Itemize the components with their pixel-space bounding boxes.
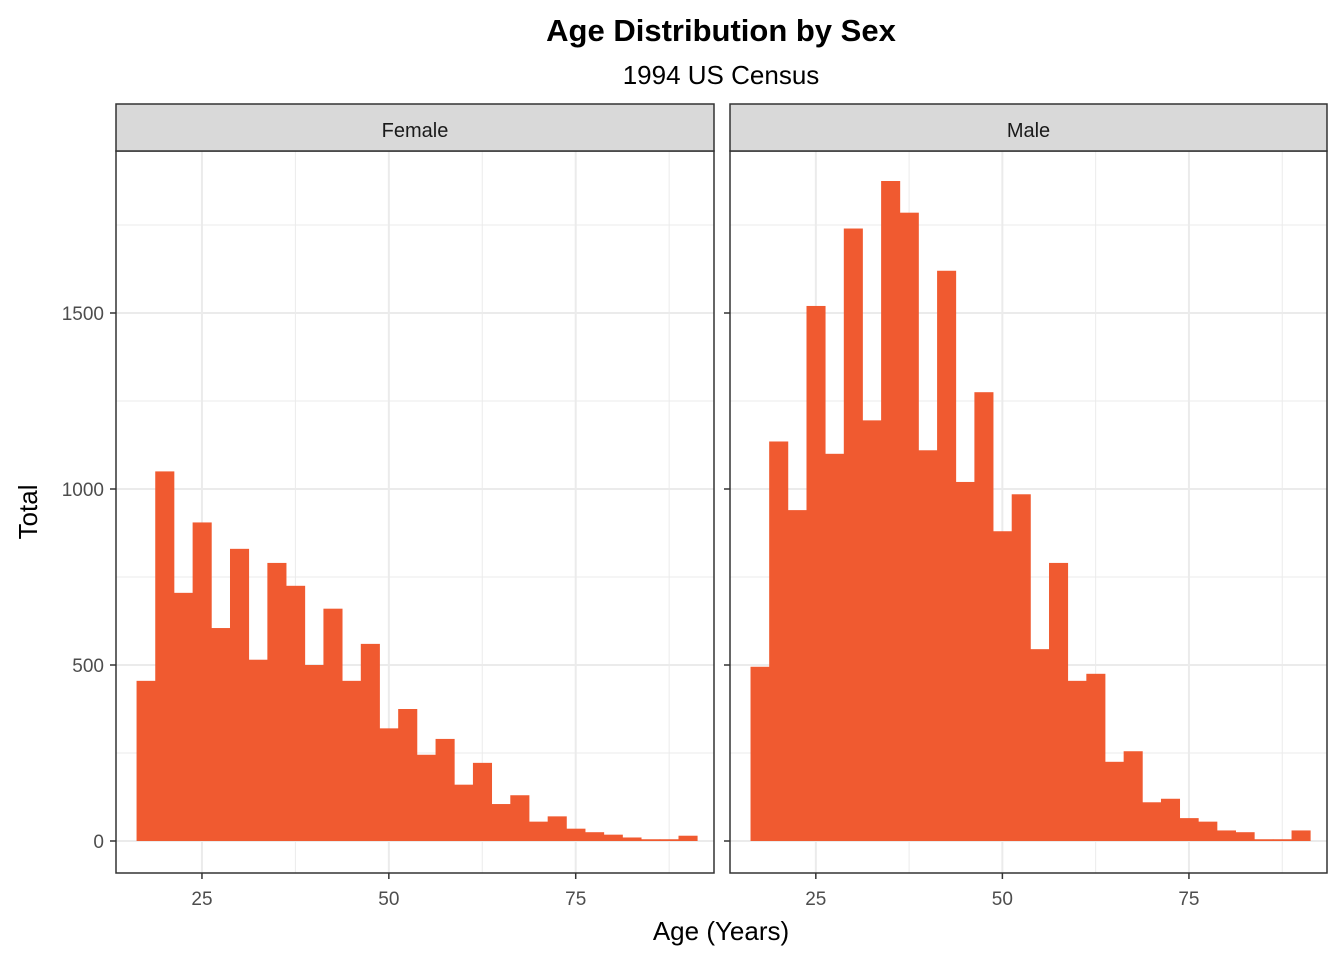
x-axis-title: Age (Years) xyxy=(653,916,789,946)
histogram-bar xyxy=(192,522,212,841)
histogram-bar xyxy=(1272,839,1292,841)
histogram-bar xyxy=(229,548,250,841)
histogram-bar xyxy=(881,181,901,841)
histogram-bar xyxy=(1030,649,1050,841)
facet-panel-male: Male 25 50 75 xyxy=(724,103,1328,910)
histogram-bar xyxy=(862,420,882,841)
histogram-bar xyxy=(585,832,605,841)
histogram-bar xyxy=(1291,830,1311,841)
histogram-bar xyxy=(1086,673,1106,841)
histogram-bar xyxy=(472,762,493,841)
histogram-bar xyxy=(416,754,436,841)
y-tick-label: 1000 xyxy=(62,480,104,501)
histogram-bar xyxy=(528,821,549,841)
histogram-bar xyxy=(379,728,399,841)
histogram-bar xyxy=(955,481,975,841)
histogram-bar xyxy=(750,666,770,841)
x-tick-label: 25 xyxy=(191,889,212,910)
chart-subtitle: 1994 US Census xyxy=(623,60,820,90)
histogram-bar xyxy=(1011,494,1031,841)
histogram-bar xyxy=(843,228,863,841)
x-tick-label: 25 xyxy=(805,889,826,910)
histogram-bar xyxy=(641,839,661,841)
histogram-bar xyxy=(286,585,306,841)
x-tick-label: 75 xyxy=(1178,889,1199,910)
histogram-bar xyxy=(769,441,789,841)
histogram-bar xyxy=(360,643,380,841)
histogram-bar xyxy=(1179,818,1199,841)
histogram-bar xyxy=(974,392,994,841)
facet-strip xyxy=(729,103,1328,152)
histogram-bar xyxy=(1254,839,1274,841)
chart-title: Age Distribution by Sex xyxy=(546,13,896,48)
histogram-bar xyxy=(510,795,530,841)
histogram-bar xyxy=(899,212,919,841)
y-axis-title: Total xyxy=(13,485,43,540)
histogram-bar xyxy=(173,592,194,841)
histogram-bar xyxy=(1198,821,1218,841)
facet-strip-label: Male xyxy=(1007,120,1050,142)
histogram-bar xyxy=(1067,680,1087,841)
histogram-bar xyxy=(211,628,231,841)
histogram-bar xyxy=(937,270,957,841)
histogram-bar xyxy=(787,510,807,841)
facet-panel-female: Female 25 50 75 0 500 1000 1500 xyxy=(62,103,715,910)
y-tick-label: 500 xyxy=(72,656,104,677)
histogram-bar xyxy=(825,453,845,841)
x-tick-label: 75 xyxy=(565,889,586,910)
histogram-bar xyxy=(435,738,455,841)
histogram-bar xyxy=(1123,751,1143,841)
histogram-bar xyxy=(918,450,938,841)
histogram-bar xyxy=(267,562,287,841)
histogram-bar xyxy=(304,665,324,841)
y-tick-label: 0 xyxy=(93,832,104,853)
histogram-bar xyxy=(342,680,362,841)
histogram-bar xyxy=(248,659,268,841)
facet-panels: Female 25 50 75 0 500 1000 1500 Male 25 50 75 xyxy=(62,103,1328,910)
histogram-bar xyxy=(1216,830,1236,841)
histogram-bar xyxy=(678,835,698,841)
histogram-bar xyxy=(398,709,418,841)
histogram-bar xyxy=(622,837,642,841)
histogram-bar xyxy=(491,804,511,841)
histogram-bar xyxy=(547,816,567,841)
y-tick-label: 1500 xyxy=(62,304,104,325)
histogram-bar xyxy=(1160,798,1181,841)
histogram-bar xyxy=(566,828,586,841)
histogram-bar xyxy=(1049,562,1069,841)
facet-strip xyxy=(115,103,715,152)
facet-strip-label: Female xyxy=(382,120,449,142)
histogram-bar xyxy=(136,680,156,841)
histogram-bar xyxy=(323,608,343,841)
histogram-bar xyxy=(1235,832,1255,841)
x-tick-label: 50 xyxy=(378,889,399,910)
histogram-bar xyxy=(454,784,474,841)
histogram-bar xyxy=(1142,802,1162,841)
histogram-bar xyxy=(603,834,623,841)
histogram-bar xyxy=(806,305,826,842)
histogram-bar xyxy=(155,471,175,841)
x-tick-label: 50 xyxy=(992,889,1013,910)
histogram-bar xyxy=(1104,761,1125,841)
histogram-bar xyxy=(993,531,1013,841)
histogram-bar xyxy=(659,839,679,841)
